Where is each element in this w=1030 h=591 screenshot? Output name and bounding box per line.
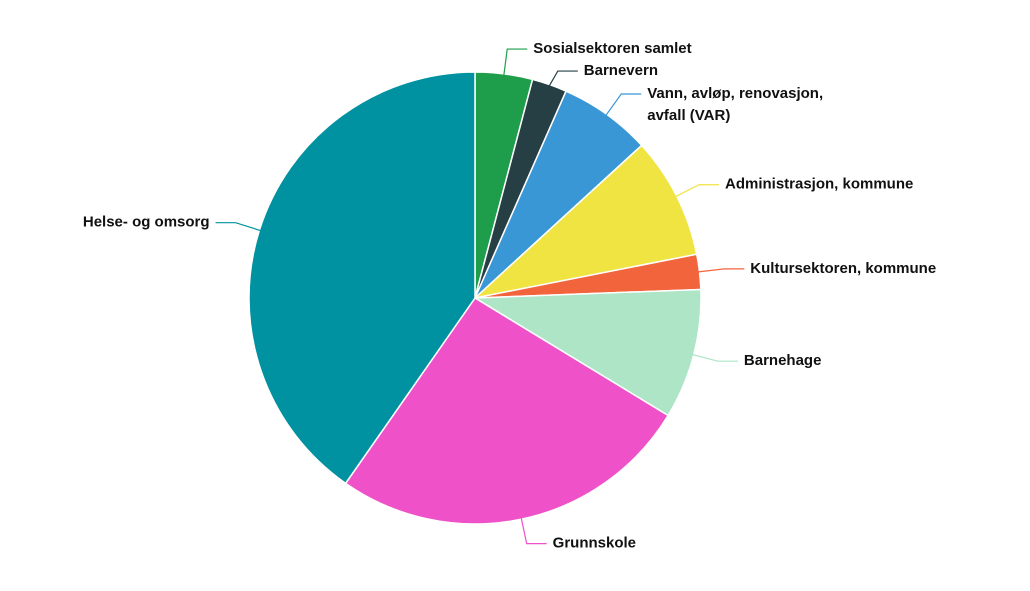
slice-label: Sosialsektoren samlet [533,40,691,57]
slice-label: Kultursektoren, kommune [750,260,936,277]
leader-line [503,48,528,76]
slice-label: Helse- og omsorg [83,214,210,231]
leader-line [605,93,642,117]
label-line: Vann, avløp, renovasjon, [647,85,823,102]
slice-label: Barnevern [584,62,658,79]
leader-line [215,222,262,232]
slice-label: Barnehage [744,352,822,369]
leader-line [674,184,719,198]
slice-label: Grunnskole [553,535,636,552]
slice-label: Vann, avløp, renovasjon, avfall (VAR) [647,85,823,124]
leader-line [548,70,578,87]
leader-line [520,517,547,545]
label-line: avfall (VAR) [647,107,730,124]
leader-line [691,353,738,362]
leader-line [697,268,745,273]
slice-label: Administrasjon, kommune [725,176,913,193]
